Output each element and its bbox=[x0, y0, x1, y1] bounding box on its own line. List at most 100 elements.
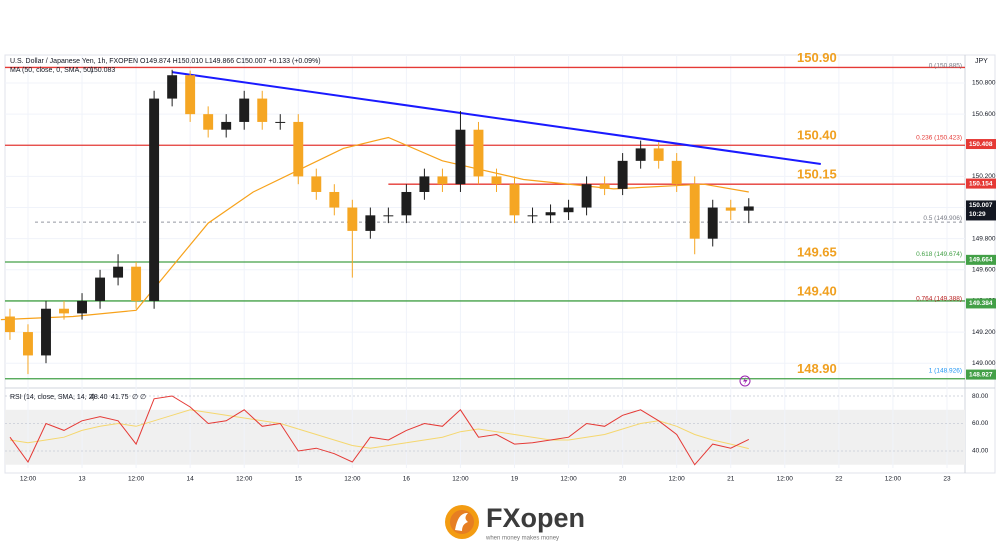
candle-body bbox=[23, 332, 33, 356]
y-tick-label: 150.200 bbox=[972, 173, 996, 180]
x-tick-label: 15 bbox=[295, 476, 303, 483]
rsi-tick-label: 60.00 bbox=[972, 420, 989, 427]
y-tick-label: 150.800 bbox=[972, 80, 996, 87]
level-label: 150.15 bbox=[797, 167, 837, 182]
candle-body bbox=[455, 129, 466, 185]
y-tick-label: 149.200 bbox=[972, 329, 996, 336]
candle-body bbox=[149, 98, 160, 301]
candle-body bbox=[41, 308, 51, 356]
candle-body bbox=[473, 129, 484, 177]
level-label: 150.90 bbox=[797, 50, 837, 65]
candle-body bbox=[401, 191, 412, 216]
candle-body bbox=[635, 148, 646, 161]
rsi-line bbox=[9, 395, 750, 466]
x-tick-label: 12:00 bbox=[128, 476, 145, 483]
candle-body bbox=[599, 184, 610, 189]
price-tag-label: 148.927 bbox=[969, 371, 993, 378]
candle-body bbox=[257, 98, 268, 122]
price-tag bbox=[966, 254, 996, 265]
candle-body bbox=[95, 277, 106, 301]
ma-legend: MA (50, close, 0, SMA, 50) bbox=[10, 67, 93, 74]
x-tick-label: 12:00 bbox=[777, 476, 794, 483]
x-tick-label: 16 bbox=[403, 476, 411, 483]
currency: JPY bbox=[975, 58, 988, 65]
chart-title: U.S. Dollar / Japanese Yen, 1h, FXOPEN O… bbox=[10, 58, 321, 65]
current-time: 10:29 bbox=[969, 211, 986, 218]
x-tick-label: 12:00 bbox=[560, 476, 577, 483]
x-tick-label: 14 bbox=[187, 476, 195, 483]
candle-body bbox=[743, 206, 754, 211]
price-tag-label: 149.384 bbox=[969, 300, 993, 307]
candle-body bbox=[167, 75, 178, 99]
candle-body bbox=[293, 121, 304, 177]
logo bbox=[445, 505, 479, 539]
rsi-tick-label: 80.00 bbox=[972, 393, 989, 400]
candle-body bbox=[653, 148, 664, 161]
fib-label: 0.618 (149.674) bbox=[916, 251, 962, 258]
x-tick-label: 13 bbox=[78, 476, 86, 483]
candle-body bbox=[563, 207, 574, 213]
x-tick-label: 12:00 bbox=[452, 476, 469, 483]
candle-body bbox=[527, 215, 538, 217]
ma-legend-value: 150.083 bbox=[90, 67, 115, 74]
candle-body bbox=[707, 207, 718, 239]
x-tick-label: 12:00 bbox=[20, 476, 37, 483]
candle-body bbox=[203, 114, 214, 130]
x-tick-label: 12:00 bbox=[236, 476, 253, 483]
candle-body bbox=[437, 176, 448, 185]
rsi-band bbox=[5, 409, 965, 465]
alert-icon bbox=[739, 375, 751, 387]
rsi-extra: ∅ ∅ bbox=[132, 394, 146, 401]
candle-body bbox=[725, 207, 736, 211]
rsi-ma-value: 41.75 bbox=[111, 394, 129, 401]
rsi-legend: RSI (14, close, SMA, 14, 2) bbox=[10, 394, 95, 401]
marks: 150.90 150.40 150.15 149.65 149.40 148.90 0 (1… bbox=[0, 50, 965, 466]
y-tick-label: 149.000 bbox=[972, 360, 996, 367]
fib-label: 0.236 (150.423) bbox=[916, 134, 962, 141]
candle-body bbox=[77, 300, 87, 314]
level-label: 148.90 bbox=[797, 361, 837, 376]
x-tick-label: 12:00 bbox=[885, 476, 902, 483]
x-tick-label: 12:00 bbox=[344, 476, 361, 483]
price-tag bbox=[966, 139, 996, 150]
current-tag bbox=[966, 200, 996, 221]
x-tick-label: 23 bbox=[943, 476, 951, 483]
candle-body bbox=[239, 98, 250, 122]
level-label: 149.65 bbox=[797, 244, 837, 259]
current-price: 150.007 bbox=[969, 202, 993, 209]
x-tick-label: 22 bbox=[835, 476, 843, 483]
price-tag-label: 150.154 bbox=[969, 180, 993, 187]
candle-body bbox=[509, 184, 520, 216]
y-tick-label: 150.600 bbox=[972, 111, 996, 118]
candle-body bbox=[545, 212, 556, 216]
brand-name: FXopen bbox=[486, 503, 585, 533]
fib-label: 0.5 (149.906) bbox=[923, 215, 962, 222]
candle-body bbox=[329, 191, 340, 208]
price-tag-label: 149.664 bbox=[969, 257, 993, 264]
candle-body bbox=[311, 176, 322, 192]
price-tag-label: 150.408 bbox=[969, 141, 993, 148]
price-tag bbox=[966, 178, 996, 189]
x-tick-label: 19 bbox=[511, 476, 519, 483]
candle-body bbox=[491, 176, 502, 185]
candle-body bbox=[581, 184, 592, 208]
rsi-value: 48.40 bbox=[90, 394, 108, 401]
y-tick-label: 149.800 bbox=[972, 235, 996, 242]
candle-body bbox=[275, 121, 286, 123]
candle-body bbox=[347, 207, 358, 231]
x-tick-label: 20 bbox=[619, 476, 627, 483]
x-tick-label: 21 bbox=[727, 476, 735, 483]
candle-body bbox=[113, 266, 124, 278]
candle-body bbox=[221, 121, 232, 130]
x-tick-label: 12:00 bbox=[669, 476, 686, 483]
fib-label: 1 (148.926) bbox=[929, 367, 962, 374]
rsi-ma-line bbox=[9, 409, 749, 450]
fib-label: 0.764 (149.388) bbox=[916, 296, 962, 303]
candle-body bbox=[689, 184, 700, 239]
candle-body bbox=[185, 75, 196, 115]
rsi-tick-label: 40.00 bbox=[972, 448, 989, 455]
price-tag bbox=[966, 298, 996, 309]
candle-body bbox=[59, 308, 69, 314]
brand-tagline: when money makes money bbox=[485, 536, 559, 542]
